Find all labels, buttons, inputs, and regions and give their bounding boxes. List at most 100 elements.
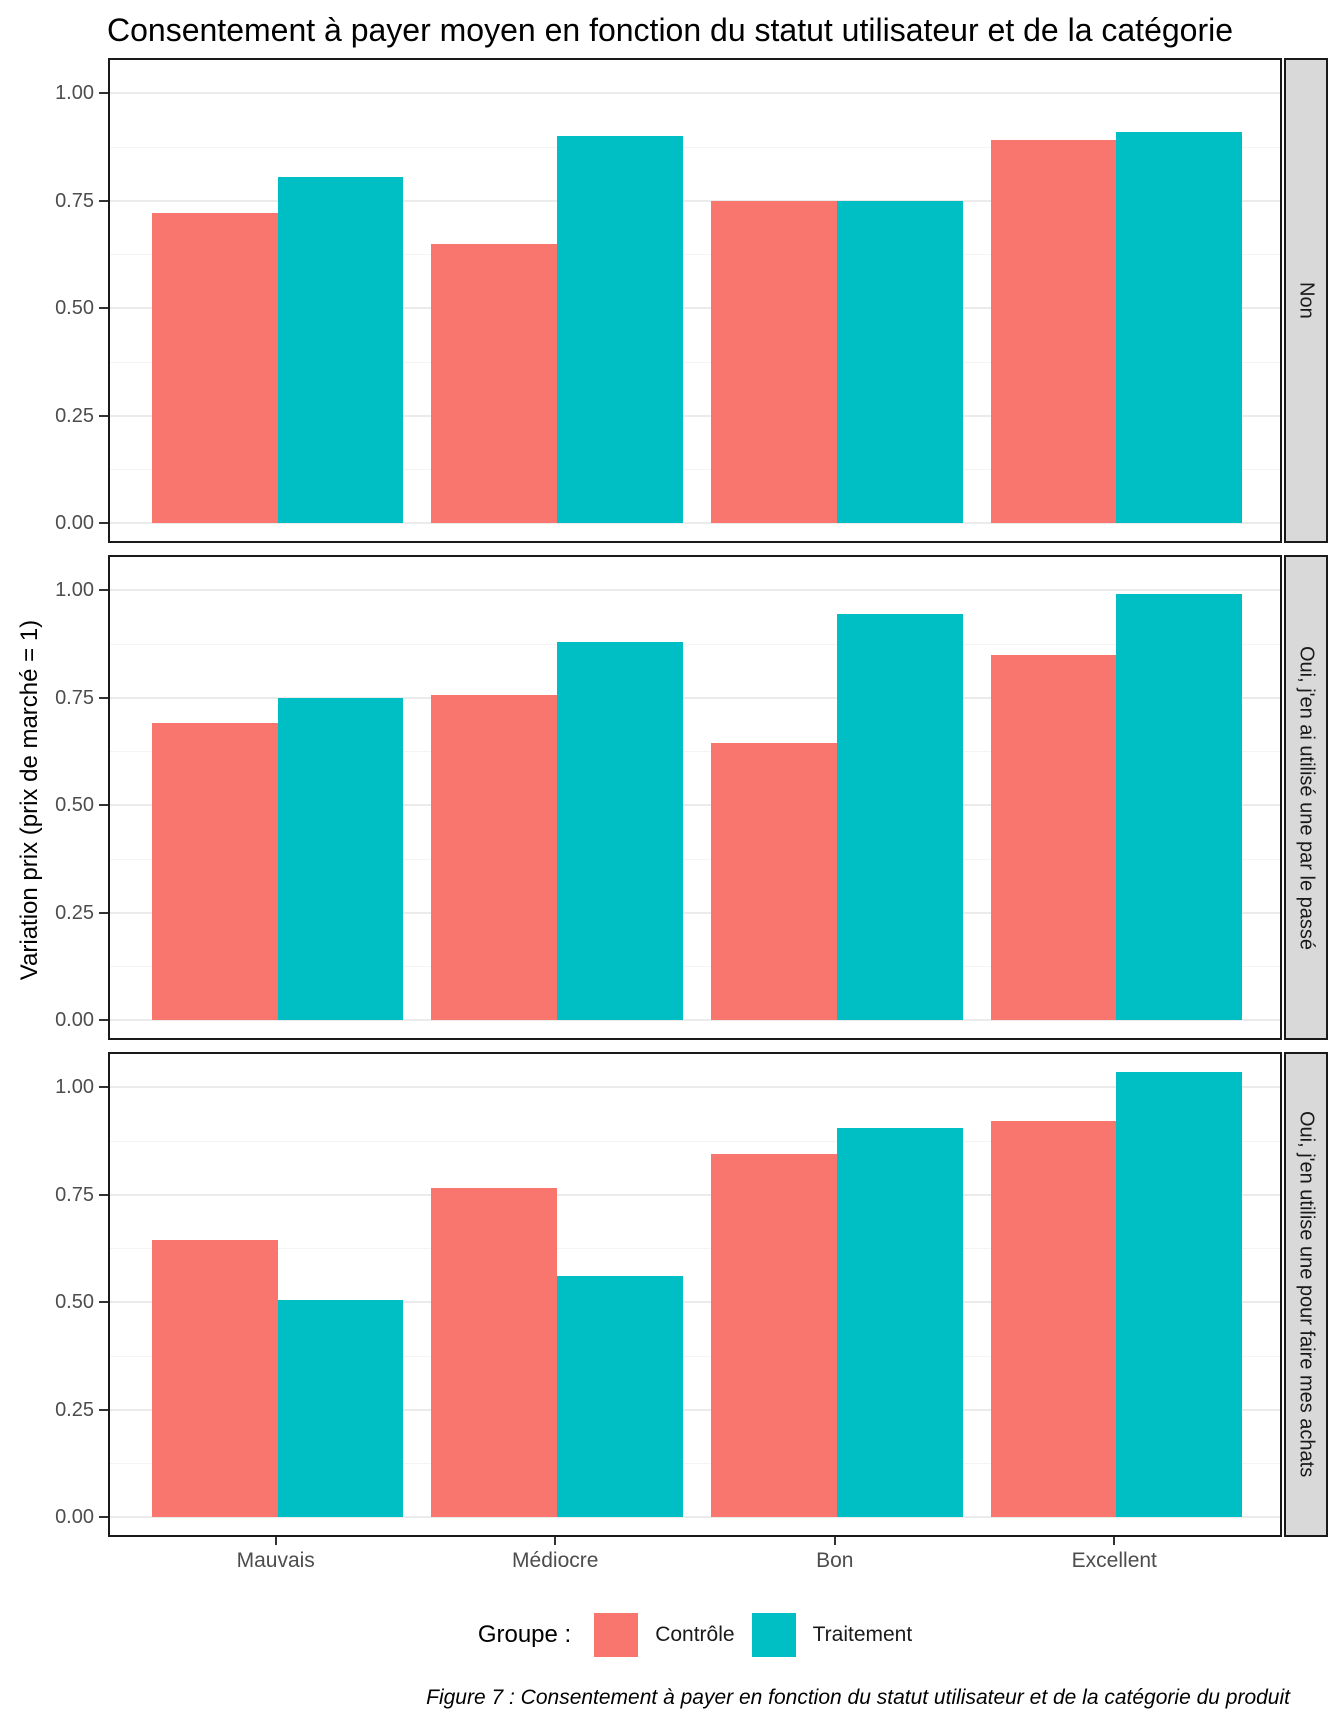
facet-panels: 0.00 0.25 0.50 0.75 1.00 Non 0.00 0.25 0.50 0.75 1… [0, 58, 1344, 1549]
y-axis-tick-label: 0.50 [55, 794, 94, 816]
x-axis-tick-mark [833, 1537, 836, 1545]
minor-gridline [110, 966, 1280, 968]
y-axis-tick-mark [99, 804, 108, 806]
y-axis-tick-label: 0.50 [55, 297, 94, 319]
bar-traitement-bon [836, 200, 963, 523]
bar-traitement-mauvais [277, 1299, 404, 1517]
major-gridline [110, 911, 1280, 914]
bar-controle-excellent [990, 1121, 1117, 1517]
y-axis-tick-mark [99, 199, 108, 202]
x-axis: Mauvais Médiocre Bon Excellent [108, 1537, 1282, 1583]
y-axis-tick-label: 0.75 [55, 686, 94, 709]
minor-gridline [110, 1248, 1280, 1250]
y-axis-tick-mark [99, 92, 108, 94]
y-axis-tick-mark [99, 1516, 108, 1518]
y-axis-tick-mark [99, 1019, 108, 1021]
y-axis-tick-label: 1.00 [55, 1076, 94, 1098]
bar-controle-excellent [990, 140, 1117, 523]
x-axis-tick-mark [274, 1537, 277, 1545]
major-gridline [110, 1408, 1280, 1411]
bar-traitement-bon [836, 613, 963, 1020]
bar-traitement-mediocre [557, 1276, 684, 1517]
panel-non [108, 58, 1282, 543]
major-gridline [110, 1019, 1280, 1021]
facet-strip-label: Non [1295, 282, 1318, 319]
y-axis-tick-label: 0.25 [55, 404, 94, 427]
y-axis-tick-mark [99, 414, 108, 417]
major-gridline [110, 1516, 1280, 1518]
y-axis-tick-label: 0.25 [55, 901, 94, 924]
panel-oui-j-en-utilise-une-pour-faire-mes-achats [108, 1052, 1282, 1537]
minor-gridline [110, 146, 1280, 148]
bar-traitement-mauvais [277, 176, 404, 523]
y-axis-tick-label: 0.75 [55, 1183, 94, 1206]
facet-strip-1: Oui, j'en ai utilisé une par le passé [1284, 555, 1328, 1040]
major-gridline [110, 307, 1280, 309]
minor-gridline [110, 469, 1280, 471]
bar-controle-excellent [990, 654, 1117, 1020]
facet-strip-label: Oui, j'en ai utilisé une par le passé [1295, 645, 1318, 950]
major-gridline [110, 414, 1280, 417]
y-axis-tick-label: 1.00 [55, 579, 94, 601]
legend-label-controle: Contrôle [655, 1623, 735, 1646]
minor-gridline [110, 751, 1280, 753]
minor-gridline [110, 643, 1280, 645]
y-axis-tick-label: 0.50 [55, 1291, 94, 1313]
bar-controle-mauvais [151, 723, 278, 1020]
y-axis-tick-label: 0.25 [55, 1398, 94, 1421]
x-axis-tick-label: Médiocre [512, 1549, 599, 1572]
minor-gridline [110, 254, 1280, 256]
facet-row-non: 0.00 0.25 0.50 0.75 1.00 Non [0, 58, 1344, 543]
facet-row-oui-j-en-ai-utilise-une-par-le-passe: 0.00 0.25 0.50 0.75 1.00 Oui, j'en ai utilisé… [0, 555, 1344, 1040]
bar-controle-bon [710, 1153, 837, 1517]
major-gridline [110, 1301, 1280, 1303]
bar-traitement-excellent [1116, 594, 1243, 1020]
bar-controle-bon [710, 742, 837, 1020]
panel-oui-j-en-ai-utilise-une-par-le-passe [108, 555, 1282, 1040]
y-axis-tick-mark [99, 1193, 108, 1196]
y-axis-tick-label: 0.00 [55, 1506, 94, 1528]
bar-controle-mauvais [151, 213, 278, 523]
minor-gridline [110, 858, 1280, 860]
y-axis-tick-mark [99, 1408, 108, 1411]
bar-traitement-mediocre [557, 136, 684, 523]
bar-traitement-excellent [1116, 131, 1243, 523]
minor-gridline [110, 1463, 1280, 1465]
x-axis-tick-mark [1113, 1537, 1116, 1545]
facet-strip-2: Oui, j'en utilise une pour faire mes ach… [1284, 1052, 1328, 1537]
x-axis-tick-label: Mauvais [236, 1549, 315, 1572]
y-axis-tick-label: 1.00 [55, 82, 94, 104]
minor-gridline [110, 1140, 1280, 1142]
legend: Groupe : Contrôle Traitement [108, 1613, 1282, 1657]
y-axis-tick-label: 0.00 [55, 512, 94, 534]
chart-title: Consentement à payer moyen en fonction d… [107, 12, 1234, 48]
major-gridline [110, 1086, 1280, 1088]
y-axis-tick-label: 0.00 [55, 1009, 94, 1031]
bar-controle-mediocre [431, 1188, 558, 1517]
y-axis-tick-mark [99, 911, 108, 914]
legend-title: Groupe : [477, 1621, 572, 1648]
y-axis-tick-mark [99, 307, 108, 309]
y-axis-tick-label: 0.75 [55, 189, 94, 212]
legend-item-controle: Contrôle [594, 1613, 735, 1657]
major-gridline [110, 804, 1280, 806]
x-axis-tick-mark [554, 1537, 557, 1545]
major-gridline [110, 199, 1280, 202]
major-gridline [110, 696, 1280, 699]
bar-controle-mediocre [431, 243, 558, 523]
x-axis-tick-label: Excellent [1071, 1549, 1157, 1572]
y-axis-tick-mark [99, 1086, 108, 1088]
y-axis-tick-mark [99, 696, 108, 699]
minor-gridline [110, 1355, 1280, 1357]
y-axis-tick-mark [99, 589, 108, 591]
facet-strip-label: Oui, j'en utilise une pour faire mes ach… [1295, 1111, 1318, 1478]
x-axis-tick-label: Bon [816, 1549, 854, 1572]
y-axis-tick-mark [99, 522, 108, 524]
bar-traitement-excellent [1116, 1071, 1243, 1517]
major-gridline [110, 92, 1280, 94]
y-axis-tick-mark [99, 1301, 108, 1303]
legend-item-traitement: Traitement [751, 1613, 912, 1657]
minor-gridline [110, 361, 1280, 363]
figure-caption: Figure 7 : Consentement à payer en fonct… [426, 1686, 1290, 1709]
